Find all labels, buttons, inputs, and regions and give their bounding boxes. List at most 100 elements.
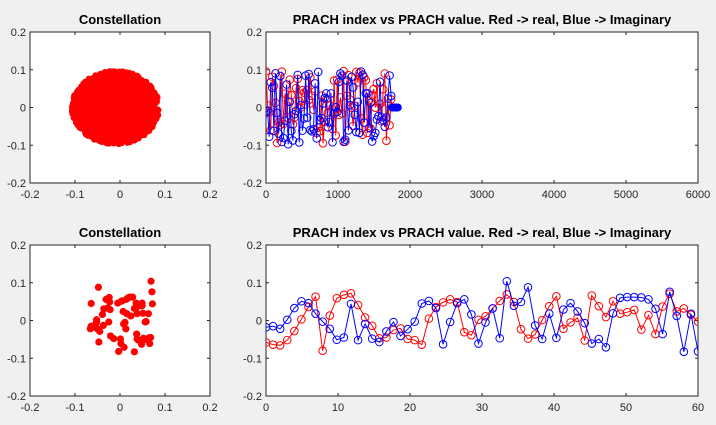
series-marker bbox=[266, 108, 271, 117]
series-marker bbox=[312, 134, 321, 143]
series-marker bbox=[488, 304, 497, 313]
series-marker bbox=[559, 305, 568, 314]
scatter-point bbox=[73, 109, 80, 117]
scatter-point bbox=[123, 123, 131, 130]
series-marker bbox=[382, 327, 391, 336]
scatter-point bbox=[122, 74, 130, 81]
scatter-point bbox=[77, 88, 84, 96]
series-marker bbox=[552, 292, 561, 301]
series-marker bbox=[629, 292, 639, 302]
scatter-point bbox=[98, 310, 107, 319]
series-marker bbox=[622, 292, 632, 302]
series-marker bbox=[358, 70, 367, 79]
series-marker bbox=[467, 310, 476, 319]
scatter-point bbox=[149, 123, 156, 131]
series-marker bbox=[530, 321, 540, 330]
series-marker bbox=[297, 315, 306, 324]
series-marker bbox=[580, 318, 589, 328]
series-marker bbox=[495, 333, 505, 343]
scatter-point bbox=[133, 123, 141, 131]
x-tick-label: -0.2 bbox=[21, 402, 40, 414]
series-marker bbox=[431, 303, 441, 313]
series-marker bbox=[389, 317, 398, 327]
scatter-point bbox=[76, 102, 83, 109]
scatter-point bbox=[132, 104, 139, 112]
series-marker bbox=[304, 298, 313, 308]
scatter-point bbox=[88, 133, 95, 140]
series-marker bbox=[318, 99, 328, 108]
scatter-point bbox=[146, 339, 154, 348]
scatter-point bbox=[98, 79, 106, 87]
series-marker bbox=[544, 309, 554, 319]
y-tick-label: 0.1 bbox=[247, 278, 262, 290]
axes-title: PRACH index vs PRACH value. Red -> real,… bbox=[293, 225, 672, 240]
scatter-point bbox=[128, 97, 135, 104]
scatter-point bbox=[69, 100, 77, 107]
series-marker bbox=[686, 309, 696, 319]
series-marker bbox=[277, 67, 287, 76]
scatter-point bbox=[103, 139, 111, 147]
x-tick-label: 0.1 bbox=[157, 189, 172, 201]
y-tick-label: 0.1 bbox=[11, 278, 26, 290]
series-marker bbox=[318, 346, 327, 356]
scatter-point bbox=[112, 68, 119, 76]
series-marker bbox=[566, 298, 575, 308]
series-marker bbox=[693, 317, 698, 326]
series-marker bbox=[302, 113, 312, 122]
series-marker bbox=[424, 296, 434, 306]
x-tick-label: 40 bbox=[548, 402, 560, 414]
series-marker bbox=[537, 334, 547, 344]
series-marker bbox=[375, 77, 385, 87]
series-marker bbox=[396, 331, 405, 341]
series-marker bbox=[367, 137, 377, 146]
scatter-point bbox=[121, 318, 129, 326]
series-marker bbox=[318, 139, 328, 148]
series-marker bbox=[279, 133, 288, 143]
series-marker bbox=[651, 304, 660, 314]
series-marker bbox=[644, 310, 653, 320]
series-marker bbox=[459, 295, 469, 304]
scatter-point bbox=[105, 91, 112, 98]
x-tick-label: 0 bbox=[263, 402, 269, 414]
scatter-point bbox=[147, 83, 155, 91]
series-marker bbox=[307, 127, 317, 136]
series-marker bbox=[382, 136, 391, 145]
series-marker bbox=[601, 312, 611, 322]
series-marker bbox=[266, 106, 272, 115]
series-marker bbox=[385, 71, 394, 80]
scatter-point bbox=[105, 318, 113, 326]
scatter-point bbox=[139, 91, 146, 99]
scatter-point bbox=[133, 330, 141, 338]
y-tick-label: -0.2 bbox=[7, 178, 26, 190]
series-marker bbox=[424, 314, 434, 323]
scatter-point bbox=[116, 335, 125, 343]
series-marker bbox=[355, 128, 364, 138]
series-marker bbox=[438, 298, 448, 307]
series-marker bbox=[359, 118, 369, 127]
scatter-point bbox=[107, 108, 114, 115]
series-marker bbox=[679, 347, 689, 357]
x-tick-label: 3000 bbox=[470, 189, 494, 201]
series-marker bbox=[291, 83, 301, 93]
constellation-plot-bottom: Constellation -0.2 -0.1 0 0.1 0.2 0.2 0.1 0 -0.1 -… bbox=[7, 225, 218, 414]
y-tick-label: -0.1 bbox=[7, 140, 26, 152]
series-marker bbox=[587, 291, 597, 300]
scatter-point bbox=[138, 302, 146, 310]
series-marker bbox=[587, 339, 597, 348]
series-marker bbox=[644, 295, 653, 304]
x-tick-label: 30 bbox=[476, 402, 488, 414]
scatter-point bbox=[129, 79, 136, 87]
series-marker bbox=[282, 335, 292, 345]
series-marker bbox=[345, 100, 355, 110]
series-marker bbox=[375, 337, 384, 347]
scatter-point bbox=[86, 325, 94, 333]
scatter-point bbox=[133, 310, 141, 318]
plot-area bbox=[266, 66, 402, 149]
scatter-point bbox=[113, 84, 120, 92]
scatter-point bbox=[93, 128, 101, 136]
x-tick-label: 0 bbox=[117, 402, 123, 414]
scatter-point bbox=[147, 118, 155, 125]
series-marker bbox=[380, 69, 390, 78]
x-tick-label: 60 bbox=[692, 402, 704, 414]
series-marker bbox=[325, 324, 335, 334]
